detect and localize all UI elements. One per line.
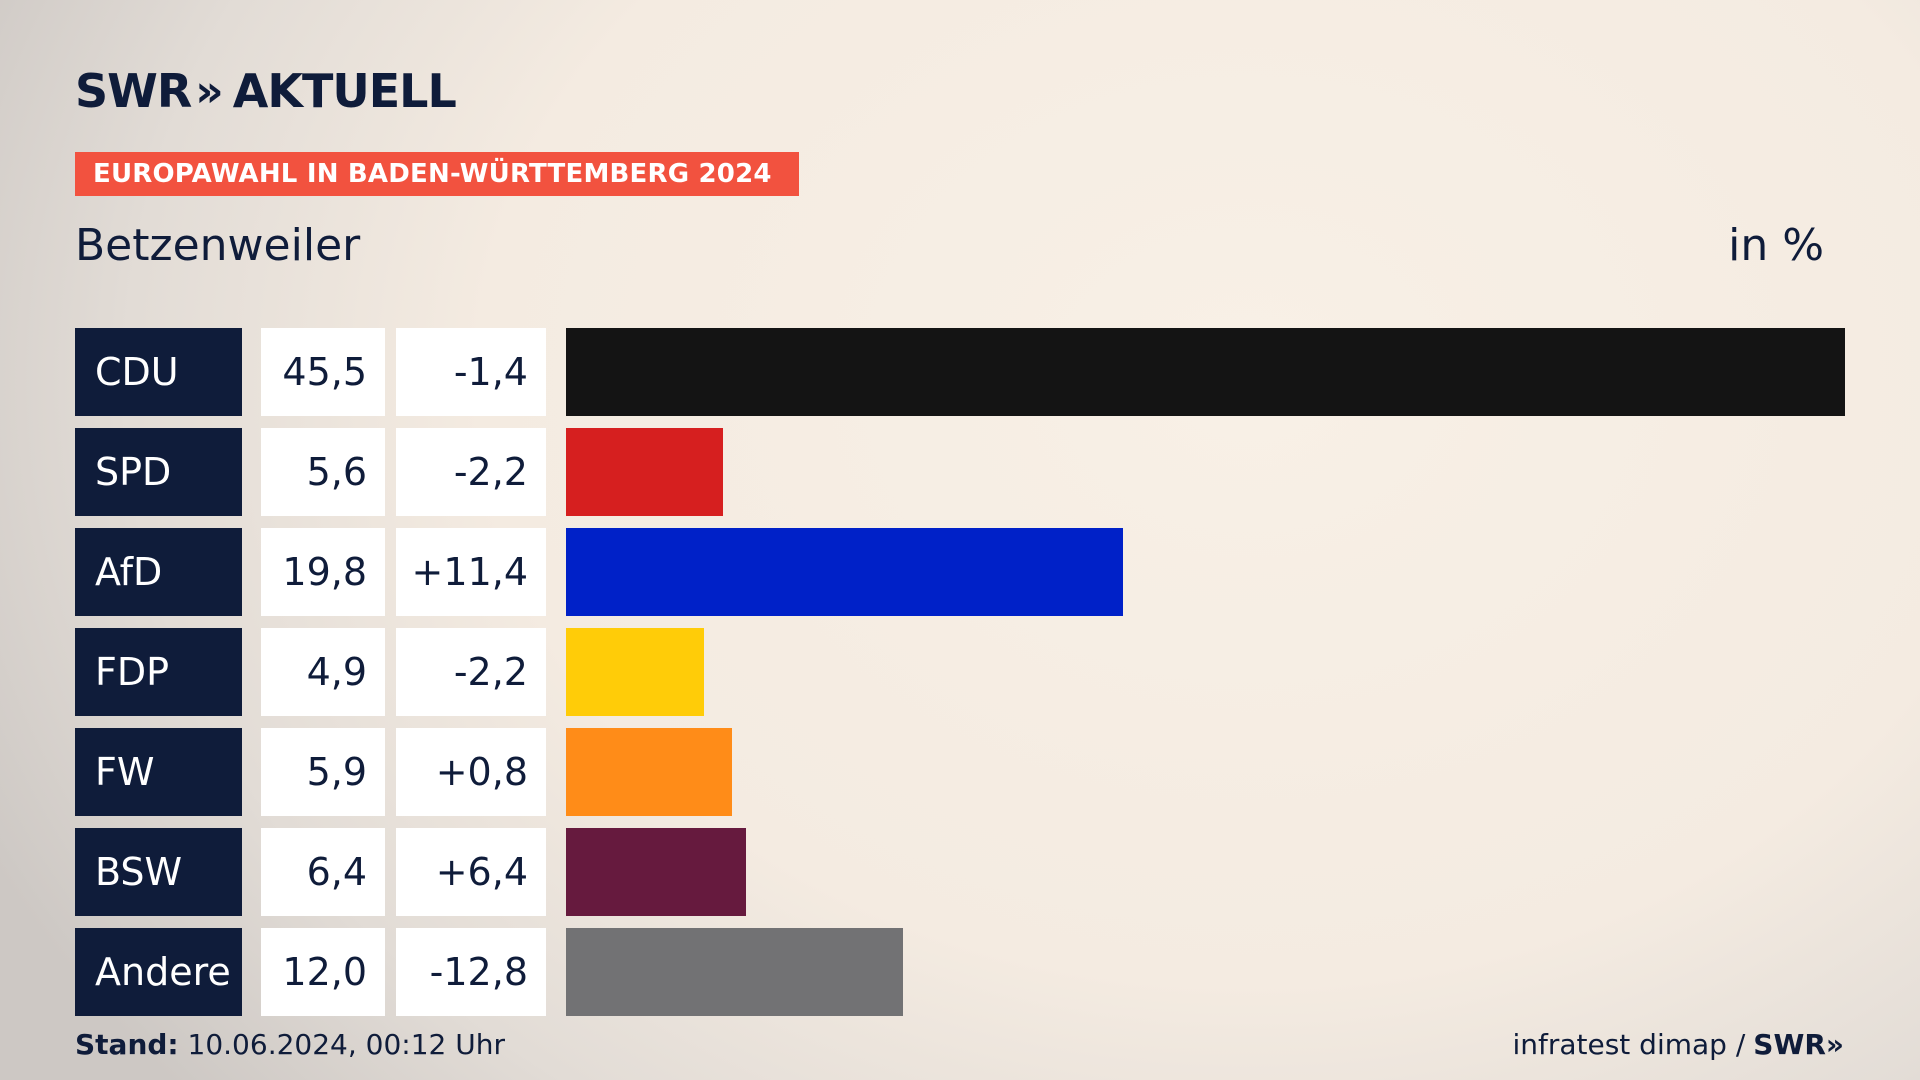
bar <box>566 428 723 516</box>
footer-brand: SWR» <box>1753 1028 1844 1061</box>
party-label: FDP <box>75 628 242 716</box>
topic-banner: EUROPAWAHL IN BADEN-WÜRTTEMBERG 2024 <box>75 152 799 196</box>
swr-aktuell-logo: SWR » AKTUELL <box>75 64 457 118</box>
bar <box>566 528 1123 616</box>
chart-row: FDP 4,9 -2,2 <box>75 628 1845 716</box>
share-value: 5,6 <box>261 428 385 516</box>
timestamp: Stand: 10.06.2024, 00:12 Uhr <box>75 1028 505 1061</box>
chart-row: SPD 5,6 -2,2 <box>75 428 1845 516</box>
bar <box>566 928 903 1016</box>
chart-row: Andere 12,0 -12,8 <box>75 928 1845 1016</box>
party-label: SPD <box>75 428 242 516</box>
bar <box>566 728 732 816</box>
stand-label: Stand: <box>75 1028 179 1061</box>
share-value: 45,5 <box>261 328 385 416</box>
change-value: -2,2 <box>396 628 546 716</box>
party-label: Andere <box>75 928 242 1016</box>
source-label: infratest dimap / <box>1512 1028 1746 1061</box>
source-credit: infratest dimap / SWR» <box>1512 1028 1844 1061</box>
topic-label: EUROPAWAHL IN BADEN-WÜRTTEMBERG 2024 <box>93 159 772 189</box>
change-value: +11,4 <box>396 528 546 616</box>
chart-row: AfD 19,8 +11,4 <box>75 528 1845 616</box>
place-title: Betzenweiler <box>75 220 361 271</box>
stand-value: 10.06.2024, 00:12 Uhr <box>187 1028 505 1061</box>
logo-product: AKTUELL <box>232 64 457 118</box>
party-label: AfD <box>75 528 242 616</box>
change-value: +6,4 <box>396 828 546 916</box>
logo-brand: SWR <box>75 64 192 118</box>
share-value: 5,9 <box>261 728 385 816</box>
party-label: CDU <box>75 328 242 416</box>
share-value: 12,0 <box>261 928 385 1016</box>
change-value: +0,8 <box>396 728 546 816</box>
chart-row: FW 5,9 +0,8 <box>75 728 1845 816</box>
change-value: -12,8 <box>396 928 546 1016</box>
chart-row: CDU 45,5 -1,4 <box>75 328 1845 416</box>
party-label: FW <box>75 728 242 816</box>
bar <box>566 628 704 716</box>
bar <box>566 828 746 916</box>
chart-row: BSW 6,4 +6,4 <box>75 828 1845 916</box>
party-label: BSW <box>75 828 242 916</box>
change-value: -2,2 <box>396 428 546 516</box>
share-value: 4,9 <box>261 628 385 716</box>
share-value: 6,4 <box>261 828 385 916</box>
bar <box>566 328 1845 416</box>
double-chevron-icon: » <box>195 65 223 117</box>
share-value: 19,8 <box>261 528 385 616</box>
footer-brand-label: SWR <box>1753 1028 1826 1061</box>
unit-label: in % <box>1728 220 1824 271</box>
change-value: -1,4 <box>396 328 546 416</box>
double-chevron-icon: » <box>1825 1028 1844 1061</box>
